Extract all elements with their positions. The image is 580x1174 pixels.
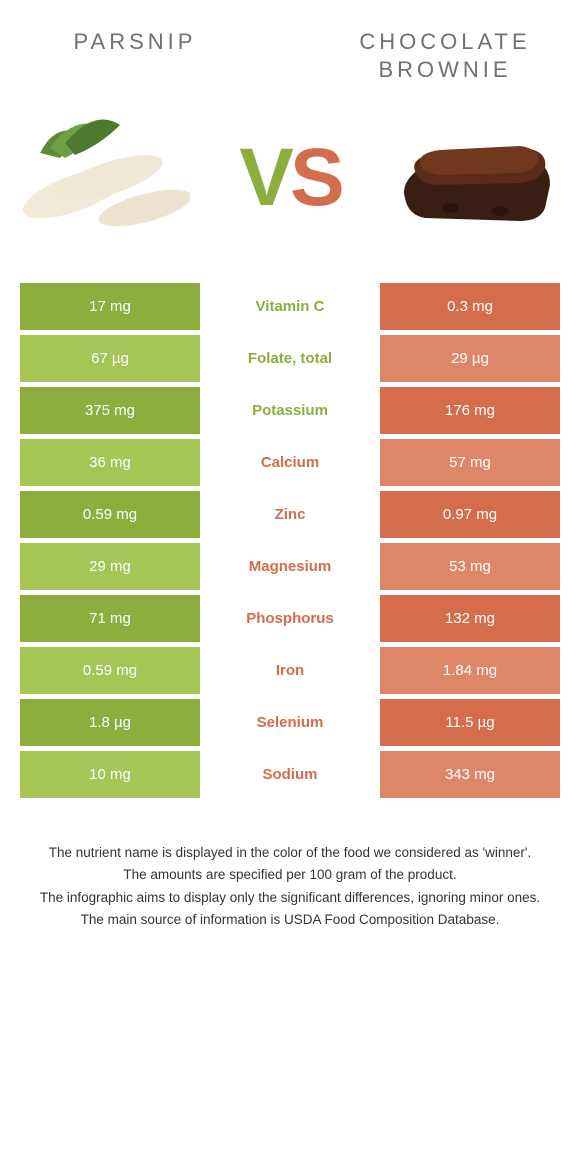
right-value: 176 mg <box>380 387 560 439</box>
left-food-title: PARSNIP <box>10 28 260 83</box>
table-row: 375 mgPotassium176 mg <box>20 387 560 439</box>
nutrient-name: Calcium <box>200 439 380 491</box>
nutrient-name: Phosphorus <box>200 595 380 647</box>
table-row: 0.59 mgZinc0.97 mg <box>20 491 560 543</box>
parsnip-icon <box>20 113 190 243</box>
nutrient-name: Folate, total <box>200 335 380 387</box>
titles-row: PARSNIP CHOCOLATE BROWNIE <box>0 0 580 83</box>
table-row: 36 mgCalcium57 mg <box>20 439 560 491</box>
table-row: 1.8 µgSelenium11.5 µg <box>20 699 560 751</box>
right-value: 132 mg <box>380 595 560 647</box>
left-value: 1.8 µg <box>20 699 200 751</box>
vs-label: VS <box>239 131 340 225</box>
footnote-line: The nutrient name is displayed in the co… <box>20 843 560 863</box>
hero-row: VS <box>0 83 580 283</box>
right-value: 343 mg <box>380 751 560 803</box>
left-value: 375 mg <box>20 387 200 439</box>
brownie-icon <box>390 113 560 243</box>
table-row: 67 µgFolate, total29 µg <box>20 335 560 387</box>
right-value: 29 µg <box>380 335 560 387</box>
footnote-line: The infographic aims to display only the… <box>20 888 560 908</box>
right-value: 0.97 mg <box>380 491 560 543</box>
left-value: 36 mg <box>20 439 200 491</box>
right-value: 1.84 mg <box>380 647 560 699</box>
nutrient-name: Iron <box>200 647 380 699</box>
left-value: 0.59 mg <box>20 647 200 699</box>
table-row: 17 mgVitamin C0.3 mg <box>20 283 560 335</box>
nutrient-name: Selenium <box>200 699 380 751</box>
left-value: 29 mg <box>20 543 200 595</box>
right-value: 57 mg <box>380 439 560 491</box>
nutrient-name: Potassium <box>200 387 380 439</box>
nutrient-name: Vitamin C <box>200 283 380 335</box>
left-value: 67 µg <box>20 335 200 387</box>
right-value: 11.5 µg <box>380 699 560 751</box>
footnotes: The nutrient name is displayed in the co… <box>20 843 560 930</box>
vs-v: V <box>239 131 290 225</box>
table-row: 0.59 mgIron1.84 mg <box>20 647 560 699</box>
nutrient-table: 17 mgVitamin C0.3 mg67 µgFolate, total29… <box>20 283 560 803</box>
right-value: 53 mg <box>380 543 560 595</box>
right-food-title: CHOCOLATE BROWNIE <box>320 28 570 83</box>
nutrient-name: Sodium <box>200 751 380 803</box>
table-row: 10 mgSodium343 mg <box>20 751 560 803</box>
vs-s: S <box>290 131 341 225</box>
infographic-container: PARSNIP CHOCOLATE BROWNIE VS <box>0 0 580 930</box>
left-value: 0.59 mg <box>20 491 200 543</box>
footnote-line: The amounts are specified per 100 gram o… <box>20 865 560 885</box>
table-row: 71 mgPhosphorus132 mg <box>20 595 560 647</box>
nutrient-name: Magnesium <box>200 543 380 595</box>
nutrient-name: Zinc <box>200 491 380 543</box>
right-value: 0.3 mg <box>380 283 560 335</box>
table-row: 29 mgMagnesium53 mg <box>20 543 560 595</box>
left-value: 10 mg <box>20 751 200 803</box>
title-spacer <box>260 28 320 83</box>
left-value: 71 mg <box>20 595 200 647</box>
footnote-line: The main source of information is USDA F… <box>20 910 560 930</box>
left-value: 17 mg <box>20 283 200 335</box>
